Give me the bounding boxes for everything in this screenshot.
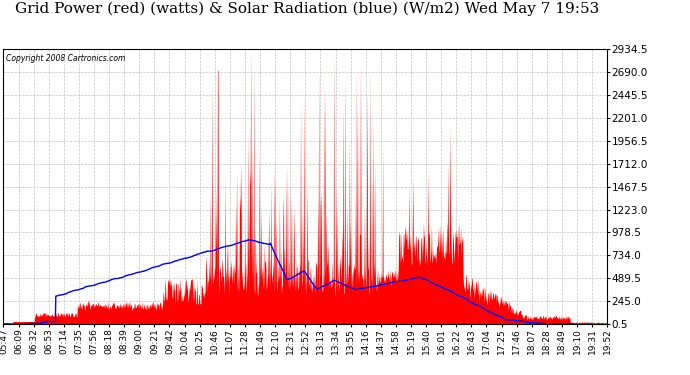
Text: Copyright 2008 Cartronics.com: Copyright 2008 Cartronics.com bbox=[6, 54, 126, 63]
Text: Grid Power (red) (watts) & Solar Radiation (blue) (W/m2) Wed May 7 19:53: Grid Power (red) (watts) & Solar Radiati… bbox=[15, 2, 599, 16]
